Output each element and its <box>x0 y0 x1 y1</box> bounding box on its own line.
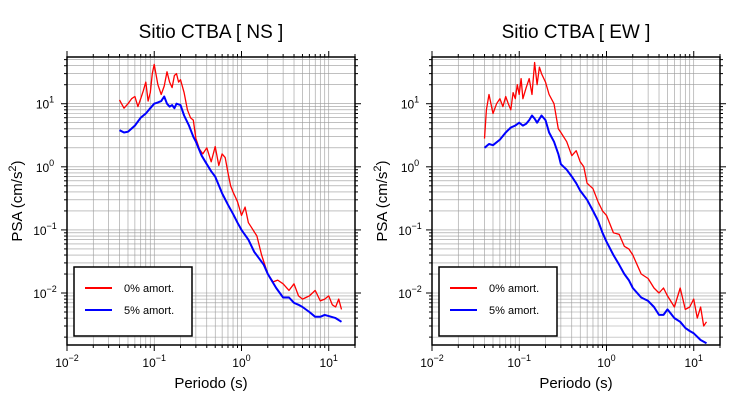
y-tick-label: 101 <box>36 95 54 112</box>
chart-panel-2: Sitio CTBA [ EW ] 10−2 10−1 100 101 10−2 10−1 1… <box>372 22 726 392</box>
chart-title: Sitio CTBA [ EW ] <box>502 22 651 43</box>
y-tick-label: 100 <box>401 158 419 175</box>
x-tick-label: 10−2 <box>420 353 444 370</box>
axis-ticks <box>61 51 361 351</box>
x-tick-label: 10−1 <box>507 353 531 370</box>
legend: 0% amort. 5% amort. <box>73 266 193 337</box>
x-tick-label: 101 <box>320 353 338 370</box>
y-tick-label: 100 <box>36 158 54 175</box>
x-axis-label: Periodo (s) <box>539 375 612 392</box>
chart-title: Sitio CTBA [ NS ] <box>139 22 284 43</box>
x-tick-label: 10−1 <box>142 353 166 370</box>
y-tick-label: 10−1 <box>398 221 422 238</box>
axis-ticks <box>426 51 726 351</box>
grid-lines <box>66 57 356 345</box>
y-tick-label: 10−1 <box>33 221 57 238</box>
series-line-0-amort- <box>483 61 708 327</box>
series-line-5-amort- <box>119 95 343 323</box>
x-axis-label: Periodo (s) <box>174 375 247 392</box>
x-tick-label: 101 <box>685 353 703 370</box>
series-line-5-amort- <box>483 114 707 345</box>
legend: 0% amort. 5% amort. <box>438 266 558 337</box>
legend-box <box>73 266 193 337</box>
y-axis-label: PSA (cm/s2) <box>372 160 391 241</box>
plot-frame <box>431 56 721 346</box>
y-tick-label: 10−2 <box>398 284 422 301</box>
x-tick-label: 100 <box>232 353 250 370</box>
chart-panel-1: Sitio CTBA [ NS ] 10−2 10−1 100 101 10−2 10−1 1… <box>7 22 361 392</box>
x-tick-label: 100 <box>597 353 615 370</box>
y-axis-label: PSA (cm/s2) <box>7 160 26 241</box>
legend-label: 5% amort. <box>124 305 174 317</box>
grid-lines <box>431 57 721 345</box>
legend-label: 0% amort. <box>124 283 174 295</box>
y-tick-label: 101 <box>401 95 419 112</box>
x-tick-label: 10−2 <box>55 353 79 370</box>
series-line-0-amort- <box>118 63 343 310</box>
legend-label: 0% amort. <box>489 283 539 295</box>
y-tick-label: 10−2 <box>33 284 57 301</box>
legend-label: 5% amort. <box>489 305 539 317</box>
legend-box <box>438 266 558 337</box>
plot-frame <box>66 56 356 346</box>
